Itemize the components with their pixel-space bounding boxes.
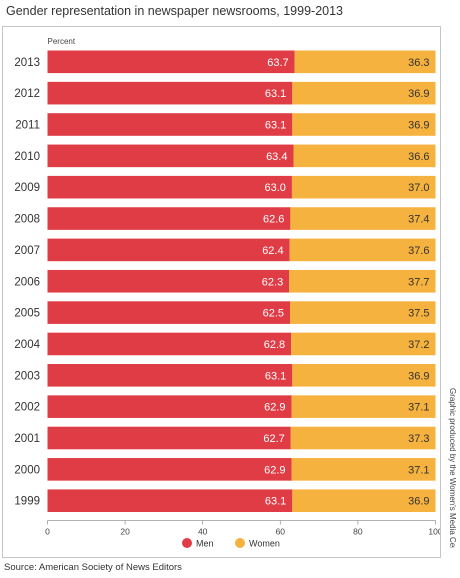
value-label-women: 37.1 xyxy=(408,402,429,414)
year-label: 2005 xyxy=(14,308,40,320)
bar-men xyxy=(47,113,293,136)
bar-men xyxy=(47,207,291,230)
value-label-men: 62.3 xyxy=(262,276,283,288)
year-label: 2000 xyxy=(14,464,40,476)
bar-women xyxy=(289,238,436,262)
bar-women xyxy=(291,395,436,418)
credit-note: Graphic produced by the Women's Media Ce… xyxy=(448,388,457,548)
value-label-men: 62.9 xyxy=(264,402,285,414)
bar-women xyxy=(290,301,436,324)
value-label-men: 62.7 xyxy=(263,433,284,445)
value-label-women: 37.7 xyxy=(408,276,429,288)
bar-women xyxy=(291,175,436,199)
legend-label-men: Men xyxy=(196,539,214,549)
bar-women xyxy=(292,113,436,136)
bar-men xyxy=(47,144,294,168)
bar-men xyxy=(47,332,292,356)
bar-men xyxy=(47,364,293,387)
value-label-women: 37.3 xyxy=(408,433,429,445)
bar-men xyxy=(47,489,293,512)
bar-men xyxy=(47,269,290,293)
year-label: 2011 xyxy=(15,120,40,132)
year-label: 2004 xyxy=(14,339,40,351)
bar-women xyxy=(292,489,436,512)
value-label-women: 37.6 xyxy=(408,245,429,257)
year-label: 2008 xyxy=(14,214,40,226)
x-tick-label: 0 xyxy=(45,527,50,537)
value-label-women: 36.9 xyxy=(408,496,429,508)
x-tick-label: 100 xyxy=(428,527,440,537)
bar-women xyxy=(290,207,436,230)
value-label-men: 62.5 xyxy=(263,308,284,320)
value-label-men: 63.1 xyxy=(265,370,286,382)
year-label: 2013 xyxy=(14,57,40,69)
value-label-men: 63.7 xyxy=(267,57,288,69)
value-label-women: 37.4 xyxy=(408,214,429,226)
year-label: 2001 xyxy=(14,433,40,445)
x-tick-label: 40 xyxy=(198,527,208,537)
chart-title: Gender representation in newspaper newsr… xyxy=(6,4,344,18)
value-label-women: 36.9 xyxy=(408,88,429,100)
bar-women xyxy=(289,269,436,293)
value-label-women: 36.9 xyxy=(408,370,429,382)
value-label-women: 36.9 xyxy=(408,120,429,132)
bar-men xyxy=(47,81,293,105)
bar-women xyxy=(294,50,436,74)
value-label-men: 63.4 xyxy=(266,151,287,163)
bar-women xyxy=(291,332,436,356)
year-label: 2012 xyxy=(14,88,40,100)
legend-label-women: Women xyxy=(249,539,280,549)
bar-men xyxy=(47,238,290,262)
stacked-bar-chart: Percent 2013 63.7 36.3 2012 63.1 36.9 2011 63.1 3… xyxy=(14,37,442,549)
year-label: 2002 xyxy=(14,402,40,414)
value-label-men: 63.0 xyxy=(265,182,286,194)
value-label-men: 62.6 xyxy=(263,214,284,226)
value-label-women: 36.3 xyxy=(408,57,429,69)
value-label-men: 63.1 xyxy=(265,496,286,508)
source-note: Source: American Society of News Editors xyxy=(4,562,182,573)
legend-swatch-men xyxy=(182,538,192,548)
bar-women xyxy=(292,364,436,387)
value-label-men: 63.1 xyxy=(265,88,286,100)
bar-women xyxy=(293,144,436,168)
bar-women xyxy=(291,458,436,481)
value-label-men: 62.4 xyxy=(262,245,283,257)
bar-men xyxy=(47,175,292,199)
bar-men xyxy=(47,50,295,74)
value-label-men: 63.1 xyxy=(265,120,286,132)
x-tick-label: 20 xyxy=(120,527,130,537)
value-label-men: 62.9 xyxy=(264,464,285,476)
bar-women xyxy=(292,81,436,105)
bar-men xyxy=(47,426,291,450)
chart-frame: Percent 2013 63.7 36.3 2012 63.1 36.9 2011 63.1 3… xyxy=(2,26,443,558)
legend-swatch-women xyxy=(235,538,245,548)
axis-unit-label: Percent xyxy=(48,37,76,46)
year-label: 2010 xyxy=(14,151,40,163)
bar-men xyxy=(47,395,292,418)
value-label-women: 37.2 xyxy=(408,339,429,351)
value-label-women: 37.5 xyxy=(408,308,429,320)
bar-men xyxy=(47,301,290,324)
x-tick-label: 80 xyxy=(353,527,363,537)
year-label: 2003 xyxy=(14,370,40,382)
year-label: 2006 xyxy=(14,276,40,288)
year-label: 2009 xyxy=(14,182,40,194)
bar-men xyxy=(47,458,292,481)
value-label-women: 36.6 xyxy=(408,151,429,163)
year-label: 1999 xyxy=(14,496,40,508)
value-label-men: 62.8 xyxy=(264,339,285,351)
value-label-women: 37.1 xyxy=(408,464,429,476)
value-label-women: 37.0 xyxy=(408,182,429,194)
bar-women xyxy=(290,426,436,450)
year-label: 2007 xyxy=(14,245,40,257)
x-tick-label: 60 xyxy=(276,527,286,537)
